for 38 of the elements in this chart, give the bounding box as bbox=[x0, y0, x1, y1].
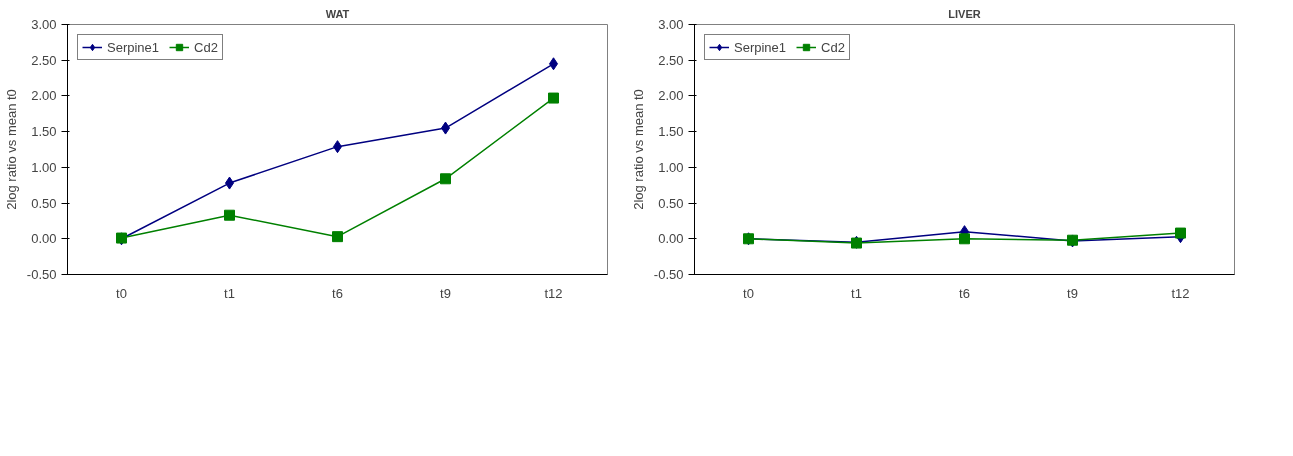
point bbox=[332, 231, 343, 243]
y-tick-label: 0.50 bbox=[31, 195, 57, 211]
point bbox=[548, 92, 559, 104]
chart-title: WAT bbox=[325, 7, 350, 20]
chart-title: LIVER bbox=[948, 7, 981, 20]
legend-label: Cd2 bbox=[821, 39, 845, 55]
x-tick-label: t1 bbox=[851, 285, 862, 301]
y-tick-label: 2.50 bbox=[658, 52, 684, 68]
legend-label: Cd2 bbox=[194, 39, 218, 55]
x-tick-label: t0 bbox=[743, 285, 754, 301]
x-tick-label: t0 bbox=[116, 285, 127, 301]
x-tick-label: t12 bbox=[1171, 285, 1190, 301]
y-tick-label: 2.50 bbox=[31, 52, 57, 68]
y-tick-label: 1.50 bbox=[31, 124, 57, 140]
y-axis-title: 2log ratio vs mean t0 bbox=[3, 89, 19, 210]
y-axis-title: 2log ratio vs mean t0 bbox=[630, 89, 646, 210]
x-tick-label: t12 bbox=[544, 285, 563, 301]
legend-label: Serpine1 bbox=[734, 39, 787, 55]
y-tick-label: 0.00 bbox=[658, 231, 684, 247]
legend-label: Serpine1 bbox=[107, 39, 160, 55]
x-tick-label: t9 bbox=[1067, 285, 1078, 301]
y-tick-label: 3.00 bbox=[31, 17, 57, 32]
y-tick-label: 0.50 bbox=[658, 195, 684, 211]
x-tick-label: t6 bbox=[959, 285, 970, 301]
y-tick-label: 1.50 bbox=[658, 124, 684, 140]
point bbox=[224, 209, 235, 221]
y-tick-label: 2.00 bbox=[31, 88, 57, 104]
point bbox=[440, 173, 451, 185]
y-tick-label: 2.00 bbox=[658, 88, 684, 104]
y-tick-label: -0.50 bbox=[653, 267, 684, 282]
y-tick-label: 3.00 bbox=[658, 17, 684, 32]
y-tick-label: 0.00 bbox=[31, 231, 57, 247]
y-tick-label: 1.00 bbox=[31, 159, 57, 175]
x-tick-label: t9 bbox=[440, 285, 451, 301]
x-tick-label: t1 bbox=[224, 285, 235, 301]
y-tick-label: -0.50 bbox=[26, 267, 57, 282]
x-tick-label: t6 bbox=[332, 285, 343, 301]
y-tick-label: 1.00 bbox=[658, 159, 684, 175]
